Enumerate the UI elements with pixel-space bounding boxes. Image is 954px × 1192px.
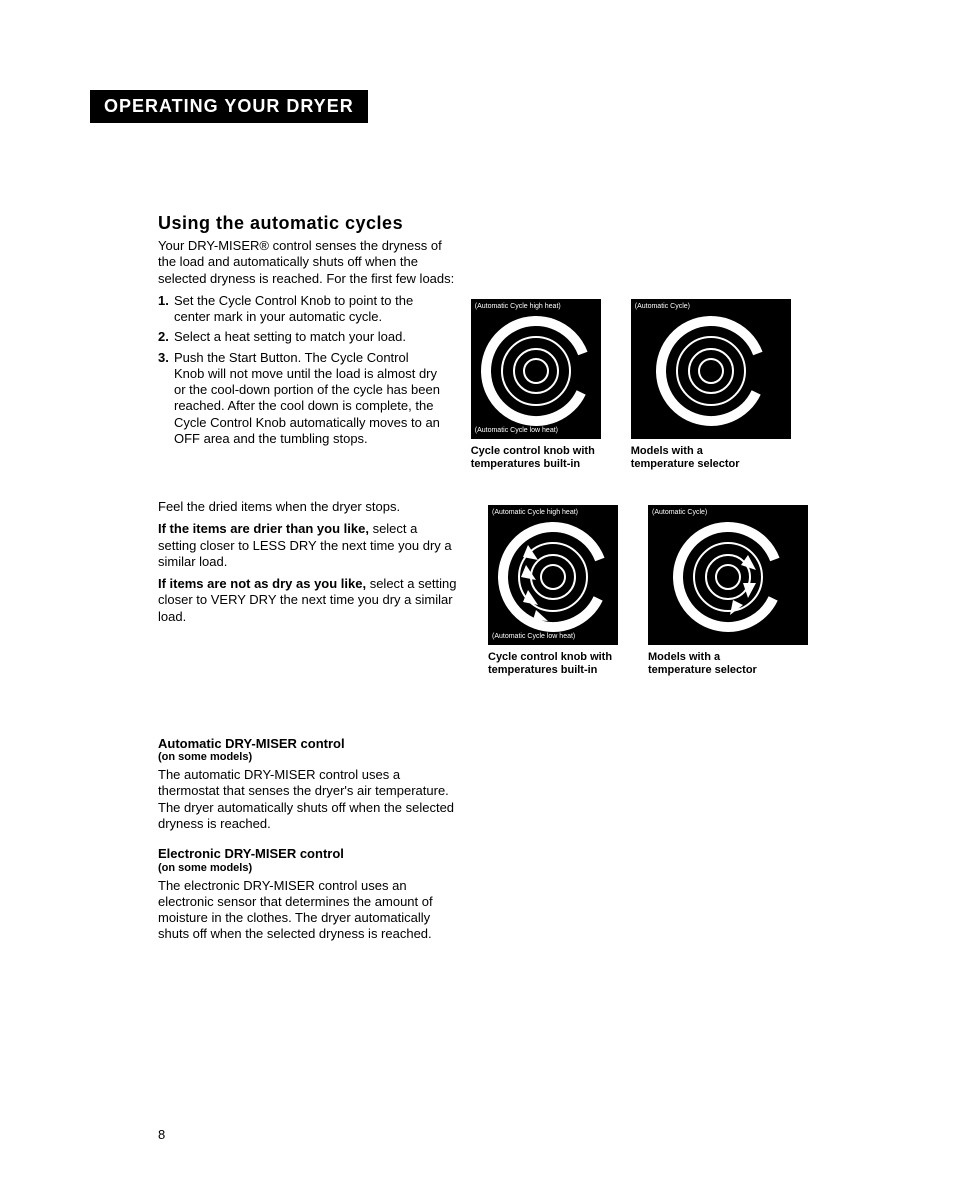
some-models-note: (on some models) — [158, 751, 810, 763]
notdry-bold: If items are not as dry as you like, — [158, 576, 366, 591]
step-num: 1. — [158, 293, 169, 309]
dial-block-3: (Automatic Cycle high heat) (Automatic C… — [488, 505, 638, 677]
dials-row-1: (Automatic Cycle high heat) (Automatic C… — [471, 293, 810, 471]
content-area: Using the automatic cycles Your DRY-MISE… — [90, 213, 810, 943]
section-title: Using the automatic cycles — [158, 213, 810, 234]
drier-bold: If the items are drier than you like, — [158, 521, 369, 536]
feel-intro: Feel the dried items when the dryer stop… — [158, 499, 458, 515]
section-header: OPERATING YOUR DRYER — [90, 90, 368, 123]
dial-block-2: (Automatic Cycle) Models with a temperat… — [631, 299, 791, 471]
step-num: 3. — [158, 350, 169, 366]
elec-control-heading: Electronic DRY-MISER control — [158, 846, 810, 862]
row-feel-dials: Feel the dried items when the dryer stop… — [158, 499, 810, 677]
feel-column: Feel the dried items when the dryer stop… — [158, 499, 458, 677]
dial-label: (Automatic Cycle low heat) — [475, 427, 558, 435]
step-num: 2. — [158, 329, 169, 345]
step-2: 2. Select a heat setting to match your lo… — [158, 329, 441, 345]
intro-paragraph: Your DRY-MISER® control senses the dryne… — [158, 238, 458, 287]
auto-control-body: The automatic DRY-MISER control uses a t… — [158, 767, 458, 832]
elec-control-body: The electronic DRY-MISER control uses an… — [158, 878, 458, 943]
dials-row-2: (Automatic Cycle high heat) (Automatic C… — [488, 499, 810, 677]
dial-label: (Automatic Cycle high heat) — [475, 303, 561, 311]
step-1: 1. Set the Cycle Control Knob to point to… — [158, 293, 441, 326]
row-steps-dials: 1. Set the Cycle Control Knob to point to… — [158, 293, 810, 471]
dial-label: (Automatic Cycle high heat) — [492, 509, 578, 517]
dial-label: (Automatic Cycle) — [652, 509, 707, 517]
auto-control-heading: Automatic DRY-MISER control — [158, 736, 810, 752]
dial-caption-1: Cycle control knob with temperatures bui… — [471, 445, 601, 471]
drier-paragraph: If the items are drier than you like, se… — [158, 521, 458, 570]
dial-block-4: (Automatic Cycle) Models with a temperat… — [648, 505, 808, 677]
dial-label: (Automatic Cycle) — [635, 303, 690, 311]
dial-label: (Automatic Cycle low heat) — [492, 633, 575, 641]
page-container: OPERATING YOUR DRYER Using the automatic… — [0, 0, 954, 989]
dial-image-4: (Automatic Cycle) — [648, 505, 808, 645]
dial-caption-4: Models with a temperature selector — [648, 651, 778, 677]
dial-caption-2: Models with a temperature selector — [631, 445, 761, 471]
dial-image-1: (Automatic Cycle high heat) (Automatic C… — [471, 299, 601, 439]
dial-caption-3: Cycle control knob with temperatures bui… — [488, 651, 618, 677]
dial-icon — [488, 505, 618, 645]
dial-icon — [631, 299, 791, 439]
steps-column: 1. Set the Cycle Control Knob to point to… — [158, 293, 441, 471]
dial-icon — [648, 505, 808, 645]
some-models-note-2: (on some models) — [158, 862, 810, 874]
dial-image-3: (Automatic Cycle high heat) (Automatic C… — [488, 505, 618, 645]
step-3: 3. Push the Start Button. The Cycle Contr… — [158, 350, 441, 448]
step-text: Set the Cycle Control Knob to point to t… — [174, 293, 413, 324]
steps-list: 1. Set the Cycle Control Knob to point to… — [158, 293, 441, 447]
page-number: 8 — [158, 1127, 165, 1142]
dial-block-1: (Automatic Cycle high heat) (Automatic C… — [471, 299, 621, 471]
dial-image-2: (Automatic Cycle) — [631, 299, 791, 439]
dial-icon — [471, 299, 601, 439]
step-text: Select a heat setting to match your load… — [174, 329, 406, 344]
step-text: Push the Start Button. The Cycle Control… — [174, 350, 440, 446]
notdry-paragraph: If items are not as dry as you like, sel… — [158, 576, 458, 625]
